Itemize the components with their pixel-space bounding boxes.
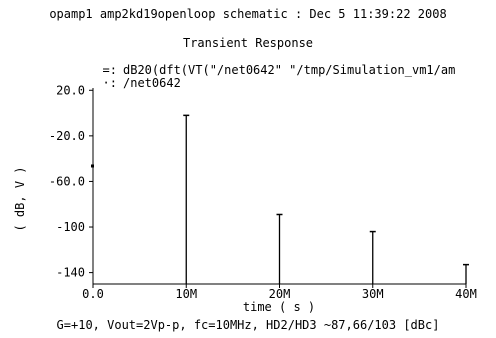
legend-marker-net0642: ·: — [103, 76, 117, 90]
x-tick-label-2: 20M — [269, 287, 291, 301]
y-tick-label-1: -20.0 — [49, 129, 85, 143]
y-ticks: 20.0 -20.0 -60.0 -100 -140 — [49, 83, 93, 280]
legend-marker-dft: =: — [103, 63, 117, 77]
data-marks — [91, 114, 469, 284]
y-tick-label-4: -140 — [56, 266, 85, 280]
x-axis-label: time ( s ) — [243, 300, 315, 314]
y-tick-label-2: -60.0 — [49, 174, 85, 188]
x-tick-label-3: 30M — [362, 287, 384, 301]
chart-subtitle: Transient Response — [183, 36, 313, 50]
x-tick-label-0: 0.0 — [82, 287, 104, 301]
x-ticks: 0.0 10M 20M 30M 40M — [82, 284, 477, 301]
legend-label-net0642: /net0642 — [123, 76, 181, 90]
footer-note: G=+10, Vout=2Vp-p, fc=10MHz, HD2/HD3 ~87… — [57, 318, 440, 332]
net0642-point-0 — [91, 164, 94, 168]
legend-label-dft: dB20(dft(VT("/net0642" "/tmp/Simulation_… — [123, 63, 455, 77]
y-tick-label-3: -100 — [56, 220, 85, 234]
x-tick-label-1: 10M — [175, 287, 197, 301]
x-tick-label-4: 40M — [455, 287, 477, 301]
y-tick-label-0: 20.0 — [56, 83, 85, 97]
y-axis-label: ( dB, V ) — [13, 166, 27, 231]
chart-title: opamp1 amp2kd19openloop schematic : Dec … — [49, 7, 446, 21]
